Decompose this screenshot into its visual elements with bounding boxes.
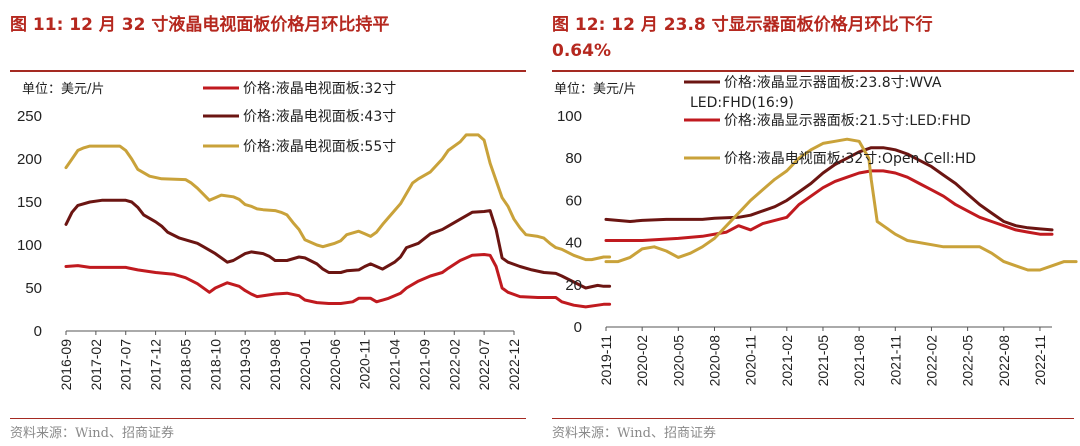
x-tick-label: 2020-08 — [706, 335, 722, 387]
x-tick-label: 2022-08 — [996, 335, 1012, 387]
x-tick-label: 2016-09 — [58, 339, 74, 391]
left-title-rule — [10, 70, 526, 72]
y-tick-label: 0 — [574, 319, 582, 336]
legend-label: 价格:液晶电视面板:32寸:Open Cell:HD — [724, 151, 976, 167]
left-chart-panel: 图 11: 12 月 32 寸液晶电视面板价格月环比持平 单位：美元/片 0 50 1… — [0, 0, 612, 446]
legend-label-line2: LED:FHD(16:9) — [690, 95, 794, 111]
right-chart-title: 图 12: 12 月 23.8 寸显示器面板价格月环比下行 0.64% — [552, 12, 933, 64]
x-tick-label: 2020-06 — [327, 339, 343, 391]
left-source-note: 资料来源：Wind、招商证券 — [10, 426, 174, 441]
left-chart-title: 图 11: 12 月 32 寸液晶电视面板价格月环比持平 — [10, 15, 390, 35]
x-tick-label: 2022-02 — [446, 339, 462, 391]
x-tick-label: 2022-07 — [476, 339, 492, 391]
x-tick-label: 2020-05 — [670, 335, 686, 387]
unit-label: 单位：美元/片 — [22, 82, 104, 97]
legend-label: 价格:液晶电视面板:43寸 — [243, 109, 396, 125]
y-tick-label: 80 — [565, 150, 582, 167]
x-tick-label: 2017-12 — [148, 339, 164, 391]
y-tick-label: 40 — [565, 235, 582, 252]
left-source-rule — [10, 418, 526, 419]
x-tick-label: 2022-11 — [1032, 335, 1048, 386]
right-title-rule — [552, 70, 1074, 72]
right-source-rule — [552, 418, 1074, 419]
legend-label: 价格:液晶电视面板:32寸 — [243, 81, 396, 97]
legend-label: 价格:液晶显示器面板:21.5寸:LED:FHD — [724, 113, 971, 129]
x-tick-label: 2018-05 — [177, 339, 193, 391]
legend-label: 价格:液晶电视面板:55寸 — [243, 139, 396, 155]
right-title-line2: 0.64% — [552, 41, 611, 61]
y-tick-label: 0 — [34, 323, 42, 340]
series-line-3 — [604, 137, 1078, 272]
y-tick-label: 150 — [17, 194, 42, 211]
legend-label: 价格:液晶显示器面板:23.8寸:WVA — [724, 75, 942, 91]
right-chart-svg: 单位：美元/片 0 20 40 60 80 100 2019-11 2020-02 2020-05… — [554, 75, 1078, 387]
unit-label: 单位：美元/片 — [554, 82, 636, 97]
x-tick-label: 2021-08 — [851, 335, 867, 387]
x-tick-label: 2021-09 — [416, 339, 432, 391]
x-tick-label: 2017-02 — [88, 339, 104, 391]
x-tick-label: 2019-03 — [237, 339, 253, 391]
x-tick-label: 2020-11 — [743, 335, 759, 386]
right-chart-panel: 图 12: 12 月 23.8 寸显示器面板价格月环比下行 0.64% 单位：美… — [548, 0, 1080, 446]
y-tick-label: 100 — [557, 108, 582, 125]
x-tick-label: 2021-04 — [387, 339, 403, 391]
x-tick-label: 2022-02 — [923, 335, 939, 387]
y-tick-label: 250 — [17, 108, 42, 125]
y-tick-label: 60 — [565, 192, 582, 209]
x-tick-label: 2020-01 — [297, 339, 313, 391]
y-tick-label: 20 — [565, 277, 582, 294]
series-line-3 — [64, 133, 612, 262]
y-tick-label: 50 — [25, 280, 42, 297]
x-tick-label: 2020-11 — [357, 339, 373, 390]
right-source-note: 资料来源：Wind、招商证券 — [552, 426, 716, 441]
x-tick-label: 2022-12 — [506, 339, 522, 391]
x-tick-label: 2022-05 — [960, 335, 976, 387]
x-tick-label: 2020-02 — [634, 335, 650, 387]
right-title-line1: 图 12: 12 月 23.8 寸显示器面板价格月环比下行 — [552, 15, 933, 35]
series-line-1 — [64, 253, 612, 309]
x-tick-label: 2018-10 — [207, 339, 223, 391]
y-tick-label: 200 — [17, 151, 42, 168]
x-tick-label: 2021-05 — [815, 335, 831, 387]
series-line-2 — [64, 198, 612, 290]
x-tick-label: 2021-02 — [779, 335, 795, 387]
x-tick-label: 2021-11 — [887, 335, 903, 386]
x-tick-label: 2019-11 — [598, 335, 614, 386]
x-tick-label: 2019-08 — [267, 339, 283, 391]
x-tick-label: 2017-07 — [118, 339, 134, 391]
series-line-1 — [604, 146, 1054, 232]
y-tick-label: 100 — [17, 237, 42, 254]
series-line-2 — [604, 169, 1054, 242]
